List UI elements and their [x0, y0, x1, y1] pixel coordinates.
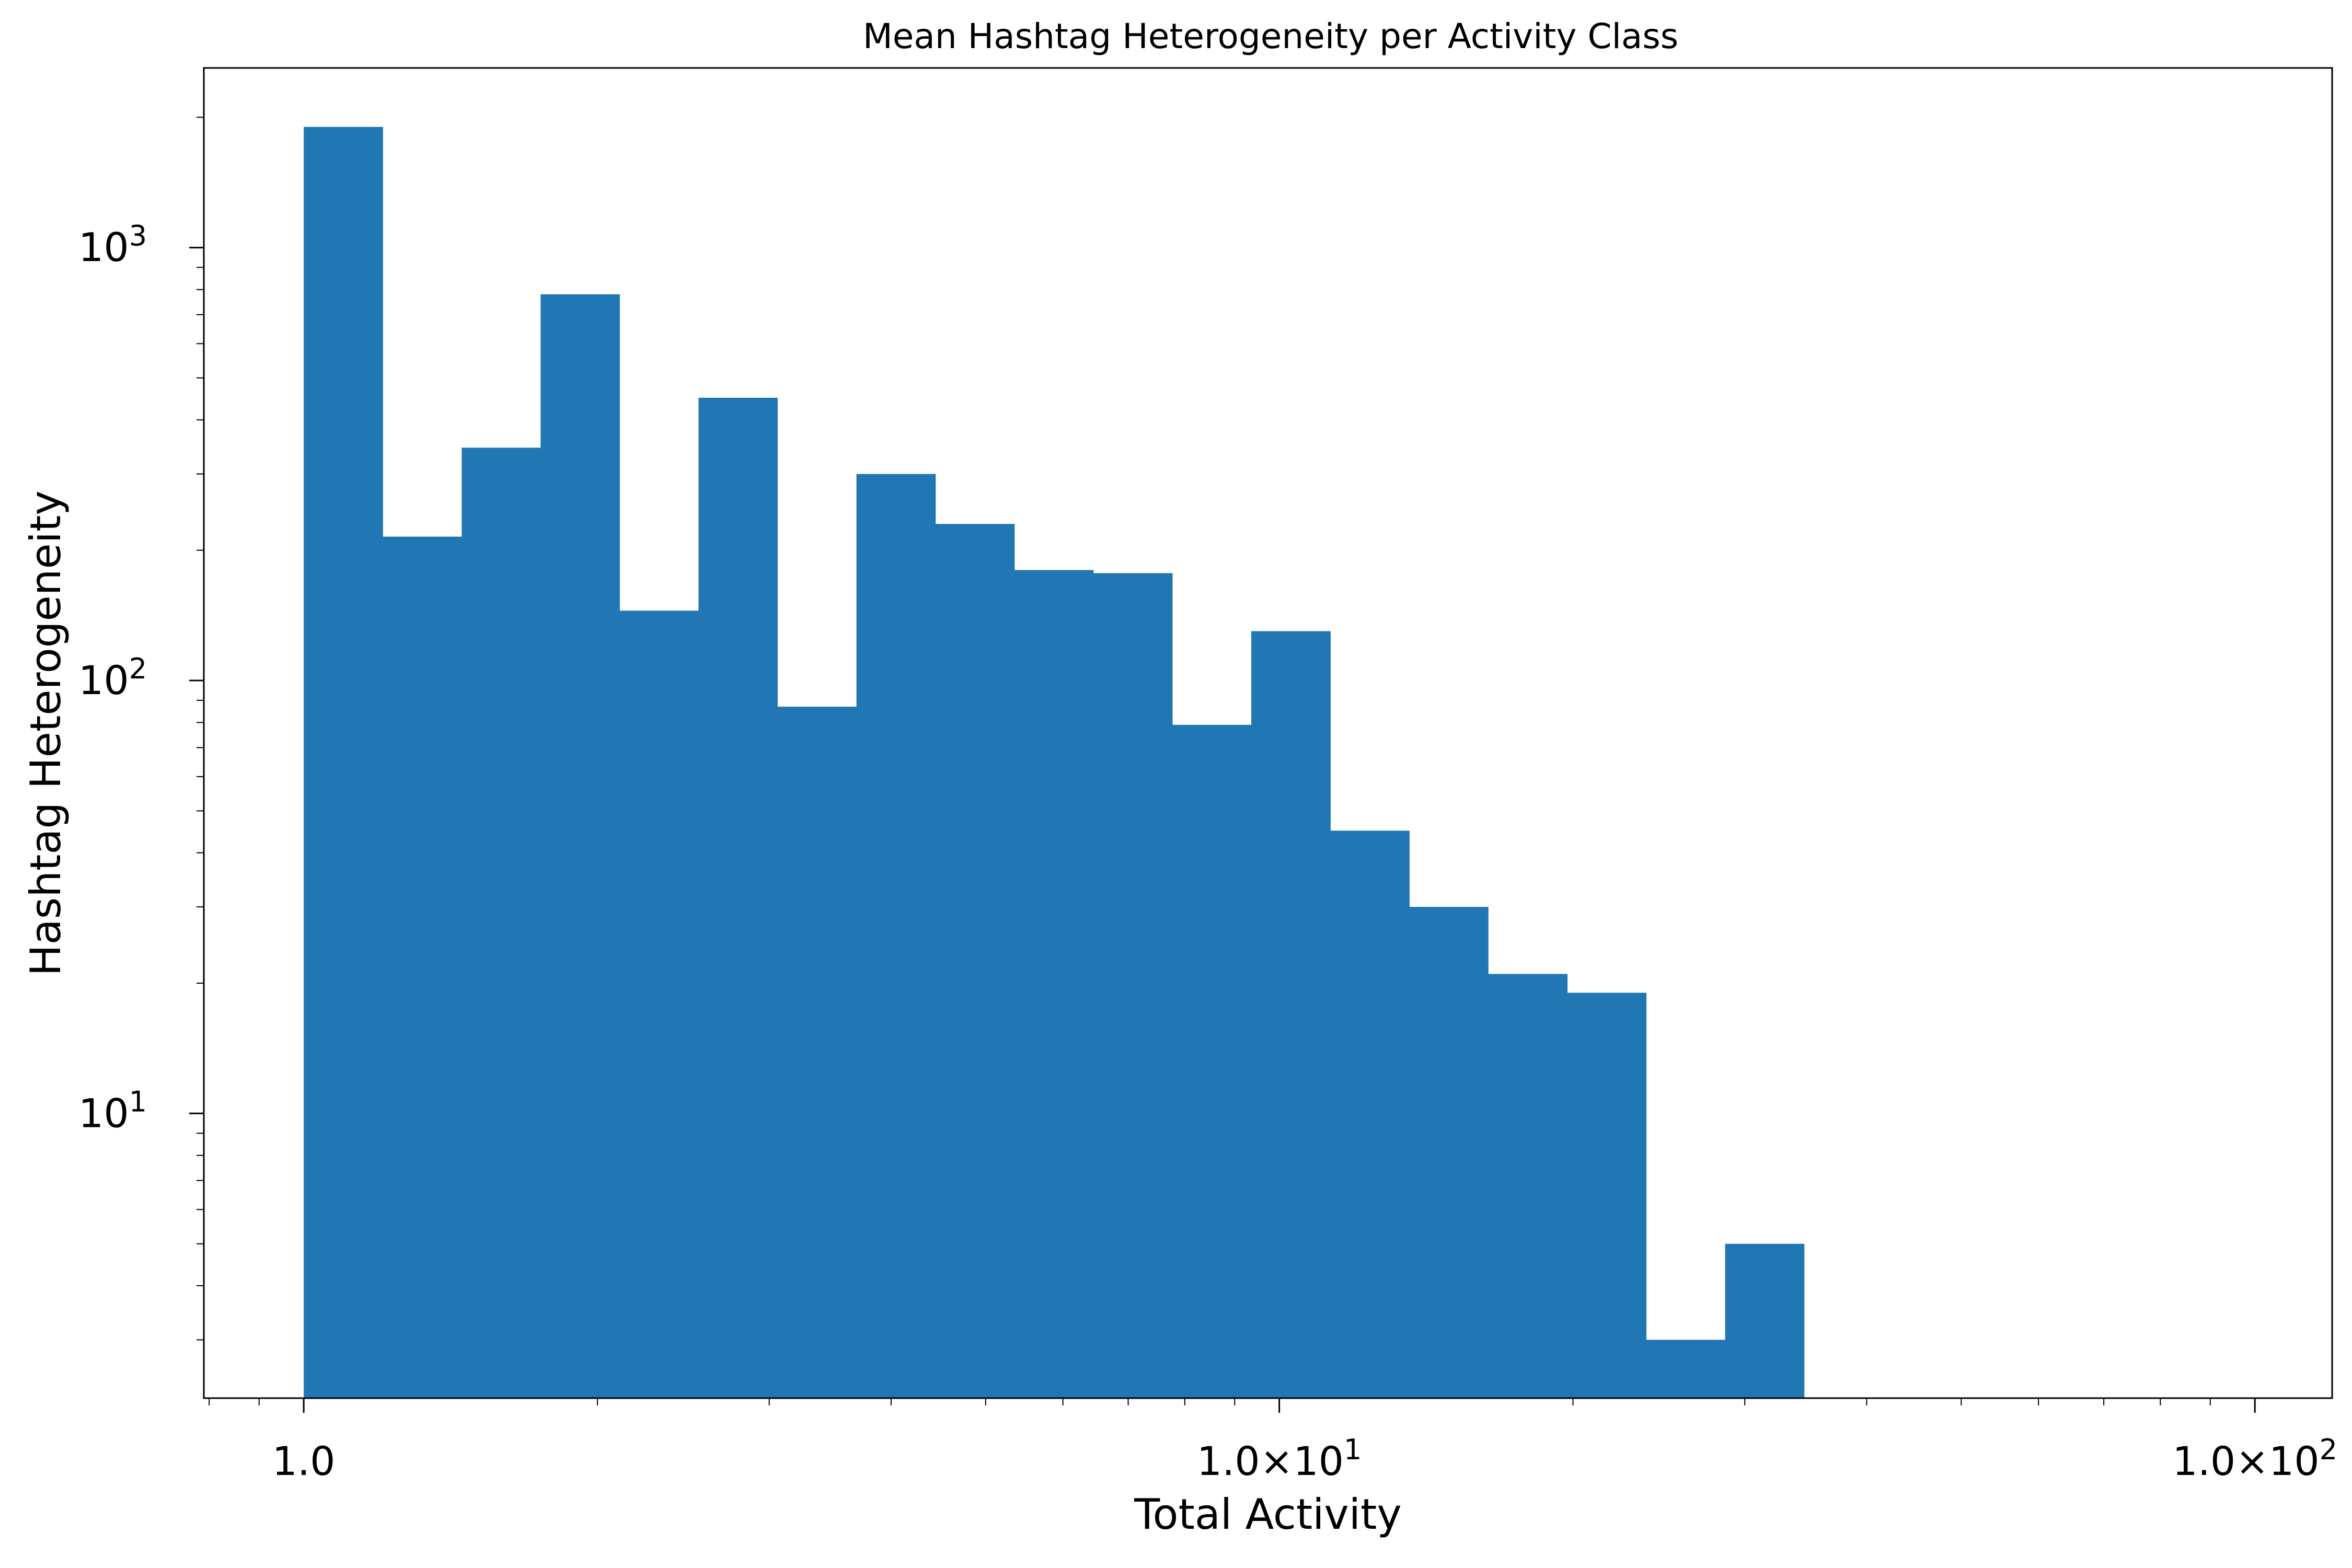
histogram-bar [856, 474, 936, 1398]
histogram-bar [698, 398, 778, 1398]
x-tick-label: 1.0 [272, 1438, 336, 1484]
histogram-bar [1488, 974, 1568, 1398]
x-axis-label: Total Activity [1134, 1490, 1401, 1539]
histogram-bar [1014, 570, 1094, 1398]
chart-title: Mean Hashtag Heterogeneity per Activity … [863, 16, 1678, 56]
histogram-bar [1409, 907, 1489, 1398]
histogram-bar [1093, 573, 1173, 1398]
histogram-bar [1251, 631, 1331, 1398]
histogram-bar [1330, 831, 1410, 1398]
x-tick-label: 1.0×102 [2172, 1433, 2337, 1484]
plot-frame [203, 67, 2333, 1399]
histogram-bar [777, 707, 857, 1398]
y-axis-label: Hashtag Heterogeneity [21, 490, 70, 976]
y-tick-label: 101 [78, 1085, 147, 1136]
histogram-bar [1567, 993, 1647, 1398]
histogram-bar [1172, 724, 1252, 1398]
y-tick-label: 102 [78, 652, 147, 704]
histogram-bar [619, 610, 699, 1398]
x-tick-label: 1.0×101 [1197, 1433, 1362, 1484]
y-tick-label: 103 [78, 220, 147, 271]
histogram-bar [1646, 1340, 1726, 1398]
histogram-bar [462, 447, 541, 1398]
x-axis-ticks: 1.0 1.0×101 1.0×102 [209, 1398, 2337, 1484]
histogram-bar [304, 126, 383, 1398]
histogram-bar [1725, 1243, 1805, 1398]
histogram-bar [540, 294, 620, 1398]
y-axis-ticks: 101 102 103 [78, 117, 204, 1341]
histogram-bar [383, 536, 463, 1398]
histogram-bar [935, 524, 1015, 1398]
bars-group [304, 126, 1805, 1398]
